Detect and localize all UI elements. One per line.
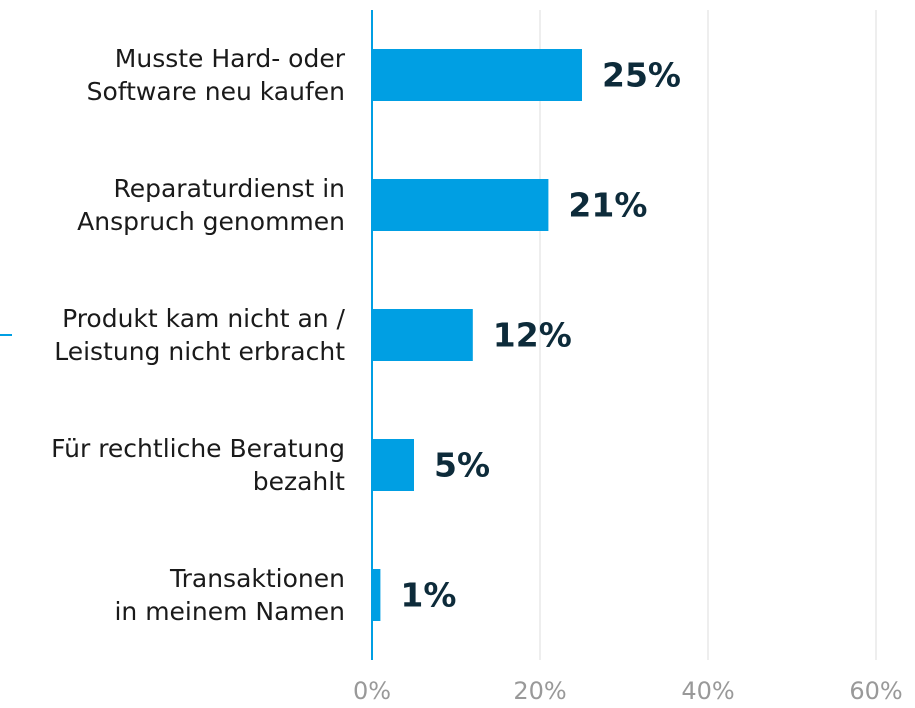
bar [372, 309, 473, 361]
value-label: 25% [602, 56, 681, 95]
x-tick-label: 60% [849, 677, 902, 705]
bar [372, 179, 549, 231]
category-label: Musste Hard- oder Software neu kaufen [86, 44, 345, 106]
value-label: 21% [568, 186, 647, 225]
value-label: 1% [400, 576, 456, 615]
bar [372, 569, 381, 621]
category-label: Für rechtliche Beratung bezahlt [51, 434, 345, 496]
category-label: Reparaturdienst in Anspruch genommen [77, 174, 345, 236]
category-label: Produkt kam nicht an / Leistung nicht er… [54, 304, 345, 366]
value-label: 12% [493, 316, 572, 355]
bar [372, 439, 414, 491]
x-tick-label: 20% [513, 677, 566, 705]
value-label: 5% [434, 446, 490, 485]
bar [372, 49, 582, 101]
x-tick-label: 40% [681, 677, 734, 705]
category-label: Transaktionen in meinem Namen [114, 564, 345, 626]
x-tick-label: 0% [353, 677, 391, 705]
